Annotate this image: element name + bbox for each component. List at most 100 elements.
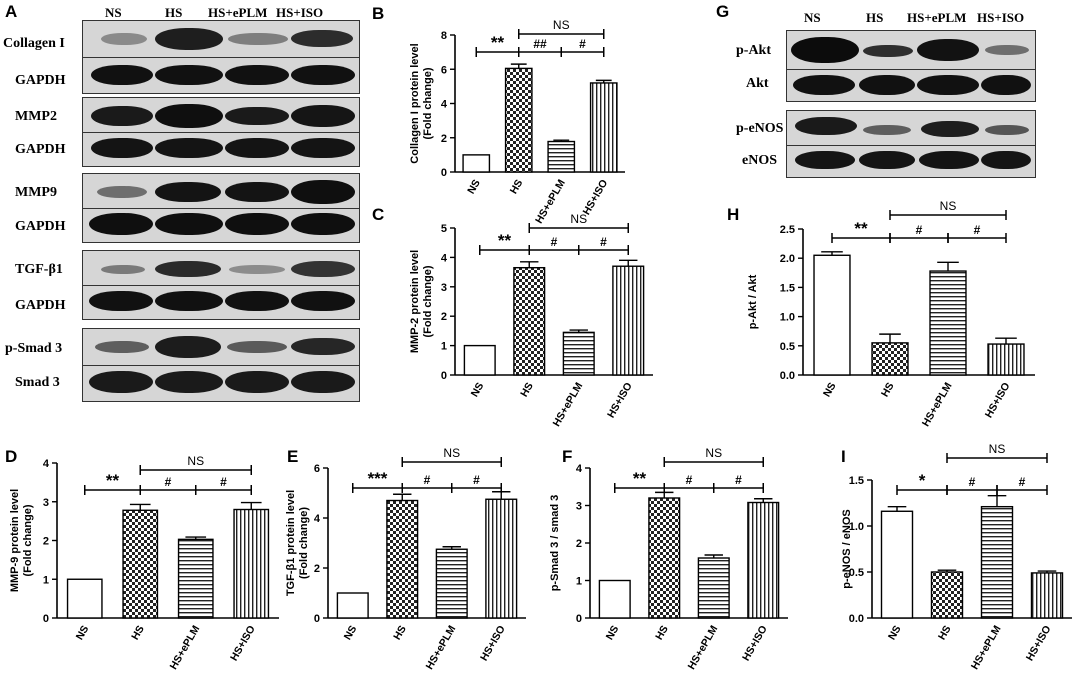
bar	[980, 505, 1014, 619]
bar	[612, 265, 645, 376]
significance-mark: ***	[368, 469, 388, 488]
y-tick-label: 2	[576, 538, 582, 550]
y-tick-label: 0	[441, 370, 447, 382]
ns-label: NS	[443, 446, 460, 460]
bar	[880, 510, 914, 619]
blot-a-header: NS	[105, 5, 122, 20]
blot-label: p-eNOS	[736, 121, 784, 136]
significance-mark: **	[633, 469, 647, 488]
bar	[987, 343, 1025, 376]
panel-letter-c: C	[372, 205, 385, 224]
bar	[813, 254, 851, 376]
panel-letter-g: G	[716, 2, 730, 21]
bar	[871, 342, 909, 376]
bar	[930, 571, 964, 619]
y-tick-label: 0.5	[780, 341, 795, 353]
x-tick-label: HS	[129, 624, 147, 643]
y-axis-label-line: MMP-9 protein level	[9, 489, 21, 592]
x-tick-label: HS+ISO	[478, 624, 508, 664]
y-tick-label: 1	[441, 341, 447, 353]
y-tick-label: 4	[441, 252, 448, 264]
significance-mark: **	[854, 219, 868, 238]
blot-a-box-mmp9	[82, 173, 360, 243]
blot-g-header: HS	[866, 10, 884, 25]
panel-letter-d: D	[5, 447, 18, 466]
bar	[485, 498, 518, 619]
bar	[747, 501, 780, 619]
y-tick-label: 6	[441, 64, 447, 76]
x-tick-label: NS	[469, 381, 487, 400]
y-tick-label: 1	[576, 576, 582, 588]
y-tick-label: 5	[441, 223, 447, 235]
y-axis-label-line: MMP-2 protein level	[409, 250, 421, 353]
significance-mark: *	[919, 471, 926, 490]
y-axis-label: MMP-2 protein level (Fold change)	[409, 250, 434, 353]
x-tick-label: HS+ISO	[605, 381, 635, 421]
y-axis-label-line: (Fold change)	[422, 67, 434, 139]
bar	[697, 557, 730, 619]
y-tick-label: 2.5	[780, 224, 795, 236]
panel-letter-f: F	[562, 447, 573, 466]
y-tick-label: 1	[43, 574, 49, 586]
bar	[336, 592, 369, 619]
ns-label: NS	[705, 446, 722, 460]
x-tick-label: NS	[604, 624, 622, 643]
x-tick-label: HS+ISO	[740, 624, 770, 664]
bar	[66, 578, 103, 619]
ns-label: NS	[570, 212, 587, 226]
x-tick-label: HS	[518, 381, 536, 400]
y-axis-label-line: p-eNOS / eNOS	[841, 509, 853, 588]
significance-mark: **	[106, 471, 120, 490]
x-tick-label: HS	[879, 381, 897, 400]
x-tick-label: HS+ePLM	[424, 623, 459, 671]
bar	[122, 509, 159, 619]
blot-g-box-akt	[786, 30, 1036, 102]
significance-mark: #	[220, 475, 227, 489]
bar	[598, 579, 631, 619]
x-tick-label: HS+ePLM	[686, 623, 721, 671]
blot-label: Akt	[746, 76, 769, 91]
panel-letter-b: B	[372, 4, 385, 23]
chart-i: 0.0 0.5 1.0 1.5 p-eNOS / eNOS NS HS HS+ePLM HS+I…	[841, 442, 1072, 672]
bar	[386, 499, 419, 619]
x-tick-label: HS+ePLM	[551, 380, 586, 428]
y-axis-label-line: Collagen I protein level	[409, 43, 421, 163]
bar	[513, 266, 546, 376]
blot-label: GAPDH	[15, 73, 66, 88]
blot-a-header: HS+ISO	[276, 5, 324, 20]
y-tick-label: 8	[441, 30, 447, 42]
x-tick-label: NS	[821, 381, 839, 400]
y-tick-label: 0	[576, 613, 582, 625]
panel-letter-h: H	[727, 205, 740, 224]
blot-a-header: HS+ePLM	[208, 5, 268, 20]
bar	[463, 344, 496, 376]
bar	[562, 331, 595, 376]
y-tick-label: 3	[441, 282, 447, 294]
x-tick-label: NS	[465, 178, 483, 197]
ns-label: NS	[553, 18, 570, 32]
significance-mark: #	[165, 475, 172, 489]
blot-label: GAPDH	[15, 298, 66, 313]
x-tick-label: HS+ePLM	[920, 380, 955, 428]
bar	[648, 497, 681, 619]
y-tick-label: 1.5	[780, 282, 795, 294]
x-tick-label: HS+ePLM	[533, 177, 568, 225]
blot-a-box-smad	[82, 328, 360, 402]
panel-letter-i: I	[841, 447, 846, 466]
y-tick-label: 2	[441, 311, 447, 323]
chart-b: 0 2 4 6 8 Collagen I protein level (Fold chang…	[409, 18, 625, 226]
blot-label: Smad 3	[15, 375, 60, 390]
y-axis-label-line: p-Akt / Akt	[747, 274, 759, 329]
blot-g-header: HS+ISO	[977, 10, 1025, 25]
x-tick-label: NS	[342, 624, 360, 643]
blot-g-box-enos	[786, 110, 1036, 178]
y-tick-label: 2.0	[780, 253, 795, 265]
y-axis-label-line: TGF-β1 protein level	[285, 490, 297, 596]
x-tick-label: HS+ISO	[228, 624, 258, 664]
ns-label: NS	[989, 442, 1006, 456]
x-tick-label: HS	[653, 624, 671, 643]
bar	[589, 82, 618, 173]
blot-label: MMP9	[15, 185, 57, 200]
y-axis-label-line: (Fold change)	[298, 507, 310, 579]
y-tick-label: 2	[314, 563, 320, 575]
